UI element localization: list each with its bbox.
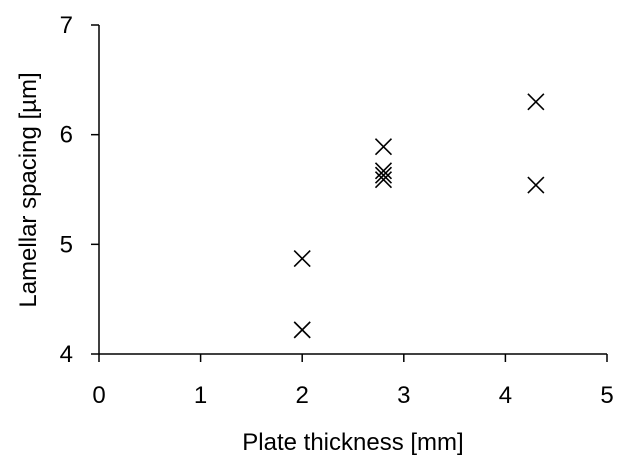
x-tick-label: 1 <box>194 382 207 409</box>
data-point-marker <box>374 166 393 184</box>
y-tick-label: 4 <box>60 341 73 368</box>
data-point-marker <box>527 93 545 111</box>
x-axis-ticks: 0 1 2 3 4 5 <box>92 354 614 409</box>
x-axis-title: Plate thickness [mm] <box>242 429 463 456</box>
x-tick-label: 3 <box>397 382 410 409</box>
y-tick-label: 7 <box>60 12 73 39</box>
y-axis-ticks: 4 5 6 7 <box>60 12 99 368</box>
data-point-marker <box>374 171 393 189</box>
y-tick-label: 5 <box>60 231 73 258</box>
x-tick-label: 4 <box>499 382 512 409</box>
x-tick-label: 2 <box>296 382 309 409</box>
y-axis-title: Lamellar spacing [µm] <box>15 72 42 307</box>
data-point-marker <box>374 138 393 156</box>
plot-area <box>98 25 607 355</box>
data-point-marker <box>374 162 393 180</box>
y-tick-label: 6 <box>60 122 73 149</box>
x-tick-label: 5 <box>600 382 613 409</box>
x-tick-label: 0 <box>92 382 105 409</box>
data-point-marker <box>293 250 311 268</box>
data-point-marker <box>293 321 311 339</box>
data-point-marker <box>527 176 545 194</box>
data-markers <box>293 93 545 339</box>
